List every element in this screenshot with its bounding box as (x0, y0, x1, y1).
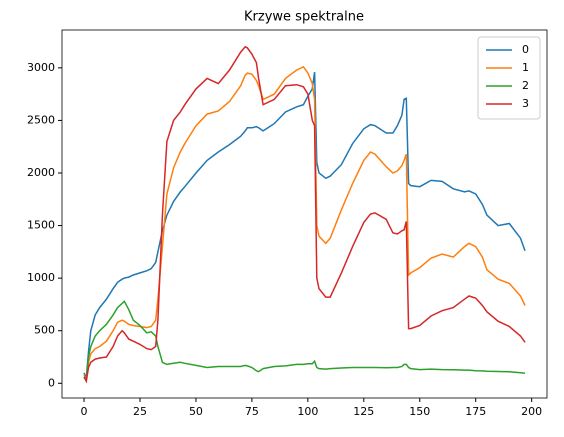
legend-label: 2 (522, 79, 529, 92)
legend-box (477, 36, 541, 120)
series-line (83, 300, 526, 381)
x-tick-label: 0 (81, 405, 88, 418)
legend-label: 3 (522, 97, 529, 110)
y-tick-label: 2500 (27, 113, 55, 126)
plot-frame (61, 29, 548, 399)
series-line (83, 71, 526, 379)
series-line (83, 65, 526, 383)
x-tick-label: 100 (297, 405, 318, 418)
x-tick-label: 125 (353, 405, 374, 418)
series-line (83, 45, 526, 384)
x-tick-label: 50 (189, 405, 203, 418)
y-tick-label: 1000 (27, 271, 55, 284)
x-tick-label: 175 (465, 405, 486, 418)
y-tick-label: 2000 (27, 166, 55, 179)
y-tick-label: 1500 (27, 219, 55, 232)
y-tick-label: 0 (48, 376, 55, 389)
chart-title: Krzywe spektralne (244, 10, 364, 25)
x-tick-label: 75 (245, 405, 259, 418)
x-tick-label: 150 (409, 405, 430, 418)
legend-label: 0 (522, 43, 529, 56)
x-tick-label: 25 (133, 405, 147, 418)
y-tick-label: 500 (34, 324, 55, 337)
legend-label: 1 (522, 61, 529, 74)
y-tick-label: 3000 (27, 61, 55, 74)
x-tick-label: 200 (521, 405, 542, 418)
